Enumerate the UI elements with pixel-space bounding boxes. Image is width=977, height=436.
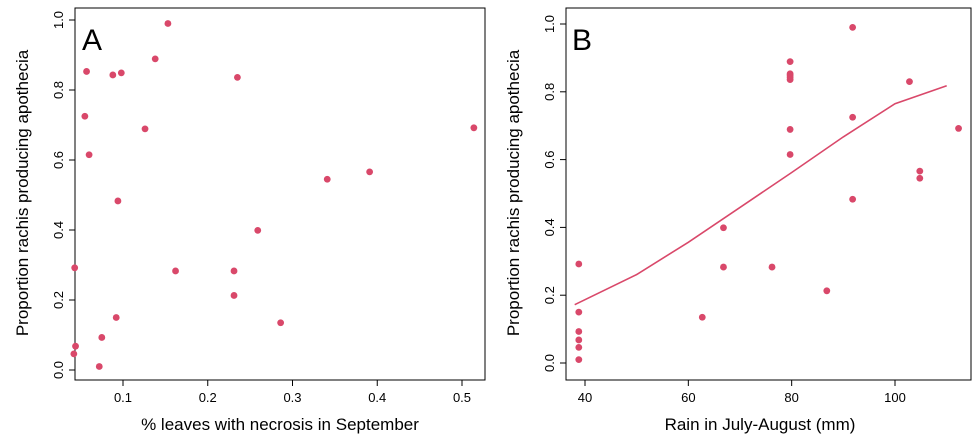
- panel-b-data-point: [575, 344, 583, 351]
- panel-b-x-tick-label: 40: [578, 390, 592, 405]
- panel-a-data-point: [109, 71, 117, 79]
- panel-a-data-point: [85, 151, 93, 159]
- panel-b-y-axis-label: Proportion rachis producing apothecia: [504, 49, 523, 336]
- panel-a-data-point: [164, 20, 172, 27]
- panel-b-data-point: [906, 78, 913, 86]
- panel-a-data-point: [95, 363, 103, 370]
- panel-b-data-point: [823, 287, 831, 295]
- panel-a-data-point: [70, 350, 78, 358]
- panel-a-data-point: [230, 292, 238, 299]
- panel-a-data-point: [81, 112, 89, 120]
- panel-b-y-tick-label: 1.0: [542, 15, 557, 33]
- panel-a-data-point: [366, 168, 374, 176]
- panel-b-data-point: [786, 126, 794, 133]
- panel-a-data-point: [112, 314, 120, 321]
- panel-b-letter: B: [572, 24, 592, 57]
- panel-b-fitted-curve: [574, 84, 947, 306]
- panel-b-data-point: [916, 174, 924, 182]
- panel-b-x-tick-label: 80: [784, 390, 798, 405]
- panel-a-x-tick-label: 0.4: [368, 390, 386, 405]
- panel-a-data-point: [72, 342, 79, 350]
- panel-a-data-point: [71, 264, 79, 272]
- panel-a-y-tick-label: 0.6: [51, 151, 66, 169]
- panel-b-points: [575, 23, 962, 364]
- panel-b-x-axis-label: Rain in July-August (mm): [665, 415, 856, 434]
- panel-a-x-tick-label: 0.5: [453, 390, 471, 405]
- panel-a-x-ticks: 0.1 0.2 0.3 0.4 0.5: [114, 380, 471, 405]
- panel-b-data-point: [849, 113, 857, 121]
- panel-a-data-point: [141, 125, 149, 133]
- panel-a-y-tick-label: 0.0: [51, 361, 66, 379]
- panel-a-data-point: [98, 334, 106, 341]
- panel-a: 0.1 0.2 0.3 0.4 0.5 0.0 0.2 0.4 0.6 0.8 1.0 A % l…: [13, 7, 486, 434]
- panel-a-y-tick-label: 0.2: [51, 291, 66, 309]
- panel-a-y-ticks: 0.0 0.2 0.4 0.6 0.8 1.0: [51, 11, 75, 379]
- panel-b-data-point: [849, 23, 857, 31]
- panel-a-y-tick-label: 1.0: [51, 11, 66, 29]
- panel-b-y-tick-label: 0.4: [542, 218, 557, 236]
- panel-b-plot-frame: [565, 7, 972, 381]
- panel-a-y-axis-label: Proportion rachis producing apothecia: [13, 49, 32, 336]
- panel-b-x-tick-label: 100: [884, 390, 906, 405]
- panel-b-y-tick-label: 0.6: [542, 151, 557, 169]
- panel-b-data-point: [849, 195, 857, 203]
- panel-a-data-point: [83, 68, 90, 75]
- panel-b-data-point: [575, 260, 583, 268]
- panel-a-data-point: [323, 175, 331, 183]
- panel-b-data-point: [768, 263, 776, 271]
- panel-a-x-axis-label: % leaves with necrosis in September: [141, 415, 419, 434]
- panel-b-x-tick-label: 60: [681, 390, 695, 405]
- panel-a-plot-frame: [74, 7, 486, 381]
- panel-b-data-point: [720, 263, 727, 271]
- panel-b-data-point: [916, 167, 924, 175]
- panel-b-data-point: [575, 336, 583, 344]
- panel-a-letter: A: [82, 24, 102, 57]
- panel-a-data-point: [230, 267, 238, 275]
- panel-a-y-tick-label: 0.4: [51, 221, 66, 239]
- panel-a-points: [70, 20, 478, 370]
- panel-b-y-tick-label: 0.0: [542, 354, 557, 372]
- panel-b-data-point: [698, 313, 706, 321]
- panel-b-y-tick-label: 0.8: [542, 83, 557, 101]
- panel-a-data-point: [470, 124, 478, 132]
- panel-a-x-tick-label: 0.2: [199, 390, 217, 405]
- panel-a-data-point: [254, 226, 262, 234]
- panel-b-data-point: [575, 328, 583, 335]
- panel-a-x-tick-label: 0.3: [283, 390, 301, 405]
- panel-a-data-point: [151, 55, 159, 63]
- panel-b-data-point: [575, 308, 583, 316]
- panel-b: 40 60 80 100 0.0 0.2 0.4 0.6 0.8 1.0 B Rain in J…: [504, 7, 972, 434]
- panel-b-data-point: [786, 76, 794, 83]
- panel-b-x-ticks: 40 60 80 100: [578, 380, 906, 405]
- panel-a-y-tick-label: 0.8: [51, 81, 66, 99]
- panel-b-data-point: [955, 125, 962, 132]
- panel-a-data-point: [172, 267, 179, 275]
- panel-b-data-point: [575, 356, 583, 364]
- panel-a-data-point: [277, 319, 285, 327]
- panel-a-x-tick-label: 0.1: [114, 390, 132, 405]
- panel-a-data-point: [114, 197, 122, 205]
- panel-b-data-point: [786, 151, 794, 158]
- panel-b-data-point: [786, 58, 794, 66]
- panel-a-data-point: [234, 74, 241, 81]
- panel-b-y-tick-label: 0.2: [542, 286, 557, 304]
- panel-b-y-ticks: 0.0 0.2 0.4 0.6 0.8 1.0: [542, 15, 566, 372]
- panel-b-data-point: [720, 224, 727, 232]
- panel-a-data-point: [117, 69, 125, 77]
